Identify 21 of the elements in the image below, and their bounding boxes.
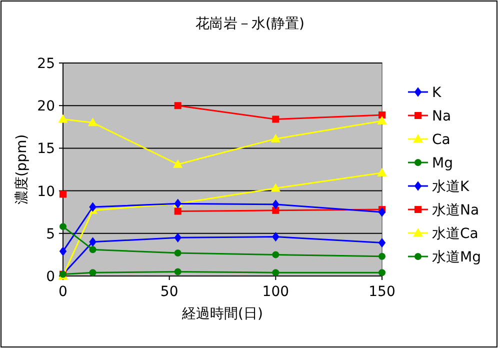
legend-label: 水道Mg [432,250,481,266]
legend-label: Mg [432,156,453,172]
y-tick-label: 20 [37,98,55,115]
y-tick-label: 0 [46,269,55,285]
x-tick-label: 150 [368,284,396,300]
legend-label: 水道Na [432,202,480,218]
y-tick-label: 10 [37,184,55,200]
legend-label: Ca [432,132,450,148]
y-axis-title: 濃度(ppm) [14,134,30,205]
legend-label: K [432,85,442,101]
legend-label: Na [432,108,452,124]
y-tick-label: 25 [37,56,55,72]
y-tick-label: 15 [37,141,55,158]
legend-label: 水道K [432,179,470,195]
x-tick-label: 100 [262,284,290,300]
x-tick-label: 0 [58,284,68,300]
x-axis-title: 経過時間(日) [181,306,263,322]
x-tick-label: 50 [160,284,178,300]
y-tick-label: 5 [46,226,55,242]
chart-title: 花崗岩－水(静置) [196,16,304,32]
legend-label: 水道Ca [432,226,478,242]
